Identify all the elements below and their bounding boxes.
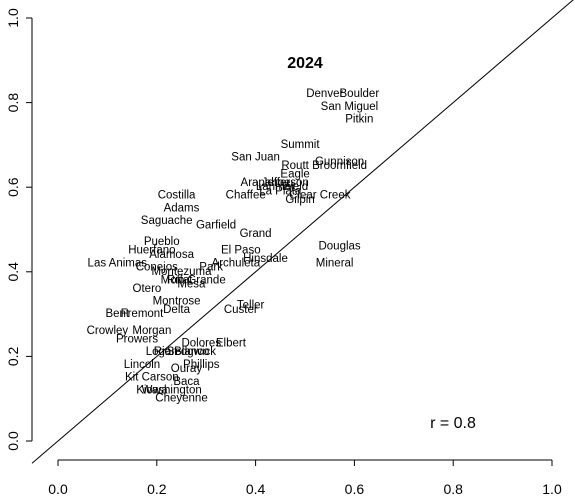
point-label: Saguache [141, 215, 193, 227]
point-label: Pitkin [345, 114, 373, 126]
point-label: Morgan [132, 325, 171, 337]
point-label: Mesa [177, 279, 206, 291]
point-label: Arapahoe [241, 177, 291, 189]
point-label: Delta [163, 304, 190, 316]
point-label: Lincoln [124, 359, 160, 371]
point-label: Eagle [280, 169, 309, 181]
point-label: Chaffee [226, 190, 266, 202]
point-label: San Miguel [321, 101, 379, 113]
point-label: Hinsdale [243, 253, 288, 265]
point-label: Cheyenne [155, 393, 207, 405]
x-tick-label: 0.4 [246, 481, 266, 497]
point-label: Jefferson [262, 177, 309, 189]
point-label: Gilpin [285, 194, 314, 206]
point-label: Alamosa [149, 249, 194, 261]
y-tick-label: 1.0 [5, 8, 21, 28]
point-label: Fremont [121, 308, 165, 320]
point-label: Rio Grande [167, 274, 226, 286]
chart-title: 2024 [287, 55, 323, 72]
y-tick-label: 0.6 [5, 177, 21, 197]
y-axis: 0.0 0.2 0.4 0.6 0.8 1.0 [5, 8, 33, 451]
point-label: Park [199, 262, 223, 274]
point-label: Kit Carson [125, 372, 179, 384]
reference-line [31, 0, 574, 464]
point-label: Bent [105, 308, 129, 320]
y-tick-label: 0.0 [5, 431, 21, 451]
point-label: Custer [224, 304, 258, 316]
point-label: Larimer [256, 181, 295, 193]
y-tick-label: 0.4 [5, 262, 21, 282]
point-label: Summit [281, 139, 321, 151]
x-tick-label: 0.6 [345, 481, 365, 497]
point-label: Teller [237, 300, 265, 312]
point-label: Clear Creek [289, 190, 351, 202]
point-label: Baca [173, 376, 200, 388]
point-label: Weld [282, 181, 308, 193]
point-label: Dolores [181, 338, 221, 350]
point-label: Prowers [116, 334, 158, 346]
point-label: Elbert [216, 338, 247, 350]
point-label: San Juan [231, 152, 280, 164]
point-label: Otero [133, 283, 162, 295]
point-label: El Paso [221, 245, 261, 257]
point-label: Grand [240, 228, 272, 240]
point-label: La Plata [259, 185, 302, 197]
y-tick-label: 0.2 [5, 346, 21, 366]
point-label: Logan [146, 346, 178, 358]
x-tick-label: 0.0 [48, 481, 68, 497]
point-label: Ouray [171, 363, 203, 375]
point-label: Adams [164, 202, 200, 214]
point-label: Mineral [316, 257, 354, 269]
point-label: Montrose [153, 295, 201, 307]
point-label: Kiowa [136, 384, 168, 396]
point-label: Las Animas [88, 257, 148, 269]
point-label: Phillips [183, 359, 220, 371]
point-label: Montezuma [151, 266, 212, 278]
point-label: Douglas [318, 240, 360, 252]
point-label: Pueblo [144, 236, 180, 248]
correlation-annotation: r = 0.8 [430, 415, 476, 432]
point-label: Gunnison [315, 156, 364, 168]
x-tick-label: 1.0 [542, 481, 562, 497]
point-label: Rio Blanco [154, 346, 210, 358]
y-tick-label: 0.8 [5, 93, 21, 113]
point-label: Crowley [87, 325, 129, 337]
x-tick-label: 0.2 [147, 481, 167, 497]
point-label: Washington [141, 384, 201, 396]
point-label: Costilla [158, 190, 196, 202]
point-label: Huerfano [128, 245, 175, 257]
point-label: Conejos [136, 262, 178, 274]
point-label: Broomfield [312, 160, 367, 172]
point-label: Denver [306, 88, 343, 100]
x-tick-label: 0.8 [443, 481, 463, 497]
x-axis: 0.0 0.2 0.4 0.6 0.8 1.0 [48, 459, 562, 497]
point-label: Routt [281, 160, 309, 172]
point-label: Sedgwick [167, 346, 216, 358]
point-label: Archuleta [212, 257, 261, 269]
point-label: Boulder [340, 88, 380, 100]
point-label: Moffat [161, 274, 194, 286]
point-label: Garfield [196, 219, 236, 231]
